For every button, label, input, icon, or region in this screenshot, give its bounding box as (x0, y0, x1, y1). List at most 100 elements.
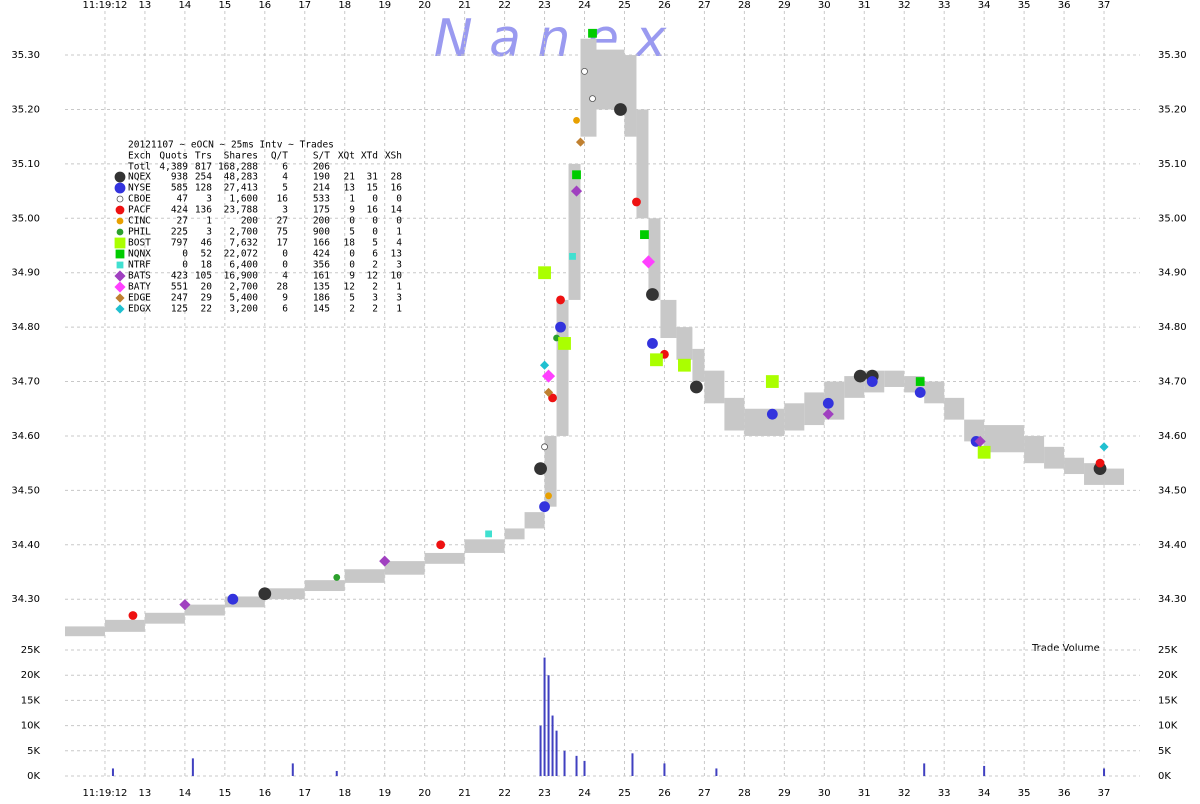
legend-stat: 75 (277, 227, 288, 238)
legend-stat: 145 (313, 304, 330, 315)
y-tick-label: 34.50 (11, 485, 40, 496)
quote-band (580, 38, 597, 137)
trade-marker (485, 530, 493, 538)
x-tick-label: 36 (1058, 0, 1071, 11)
trade-marker (258, 587, 272, 601)
trade-marker (379, 555, 391, 567)
quote-band (692, 348, 705, 382)
legend-stat: 105 (195, 271, 212, 282)
legend-name: NQNX (128, 249, 151, 260)
trade-marker (581, 67, 588, 75)
x-tick-label: 17 (298, 0, 311, 11)
legend-stat: 200 (313, 216, 330, 227)
quote-band (648, 218, 661, 300)
quote-band (596, 49, 625, 110)
legend-total: 6 (282, 162, 288, 173)
quote-band (184, 604, 225, 616)
legend-stat: 0 (372, 227, 378, 238)
trade-marker (573, 116, 580, 124)
legend-stat: 18 (344, 238, 356, 249)
trade-marker (538, 266, 551, 280)
trade-marker (115, 304, 125, 314)
x-tick-label: 36 (1058, 788, 1071, 799)
y-tick-label: 35.20 (1158, 104, 1187, 115)
trade-marker (915, 377, 925, 386)
legend-stat: 31 (367, 172, 379, 183)
legend-stat: 136 (195, 205, 212, 216)
legend-stat: 27,413 (224, 183, 258, 194)
x-tick-label: 34 (978, 788, 991, 799)
legend-stat: 900 (313, 227, 330, 238)
legend-stat: 12 (367, 271, 378, 282)
y-tick-label: 34.40 (11, 540, 40, 551)
trade-marker (647, 338, 658, 349)
x-tick-label: 14 (179, 0, 192, 11)
legend-stat: 3 (206, 227, 212, 238)
quote-band (424, 552, 465, 564)
y-tick-label: 35.20 (11, 104, 40, 115)
legend-stat: 0 (349, 260, 355, 271)
quote-band (924, 381, 945, 404)
legend-stat: 4 (282, 271, 288, 282)
x-tick-label: 13 (139, 0, 152, 11)
quote-band (344, 569, 385, 583)
legend-stat: 2 (349, 304, 355, 315)
trade-marker (575, 137, 586, 147)
legend-stat: 0 (282, 249, 288, 260)
trade-marker (974, 435, 986, 447)
x-tick-label: 11:19:12 (83, 0, 128, 11)
legend-stat: 48,283 (224, 172, 258, 183)
quote-band (1064, 457, 1085, 475)
quote-band (784, 403, 805, 431)
x-tick-label: 30 (818, 0, 831, 11)
trade-marker (646, 288, 659, 301)
x-tick-label: 23 (538, 788, 551, 799)
y-tick-label: 35.30 (1158, 50, 1187, 61)
y-tick-label: 10K (1158, 721, 1178, 732)
legend-name: NQEX (128, 172, 151, 183)
quote-band (944, 397, 965, 420)
trade-marker (548, 393, 557, 403)
legend-stat: 585 (171, 183, 188, 194)
x-tick-label: 29 (778, 0, 791, 11)
legend-name: CBOE (128, 194, 151, 205)
legend-stat: 128 (195, 183, 212, 194)
legend-stat: 247 (171, 293, 188, 304)
trade-marker (866, 376, 878, 387)
y-tick-label: 34.90 (11, 268, 40, 279)
x-tick-label: 16 (258, 788, 271, 799)
legend-stat: 5,400 (229, 293, 258, 304)
legend-header: XTd (361, 151, 378, 162)
quote-band (104, 619, 145, 632)
x-tick-label: 33 (938, 0, 951, 11)
x-tick-label: 16 (258, 0, 271, 11)
x-tick-label: 37 (1098, 0, 1111, 11)
legend-name: NTRF (128, 260, 151, 271)
legend-stat: 27 (277, 216, 288, 227)
volume-bar (1103, 768, 1106, 776)
y-tick-label: 34.40 (1158, 540, 1187, 551)
x-tick-label: 19 (378, 0, 391, 11)
y-tick-label: 34.30 (11, 594, 40, 605)
legend-stat: 16 (367, 205, 379, 216)
legend-stat: 12 (344, 282, 355, 293)
legend-stat: 47 (177, 194, 188, 205)
trade-marker (556, 295, 565, 305)
quote-band (224, 596, 265, 608)
x-tick-label: 32 (898, 788, 911, 799)
legend-stat: 4 (396, 238, 402, 249)
legend-stat: 254 (195, 172, 212, 183)
volume-bar (983, 765, 986, 776)
legend-name: PHIL (128, 227, 151, 238)
trade-marker (569, 252, 576, 260)
volume-bar (291, 763, 294, 776)
legend-stat: 551 (171, 282, 188, 293)
y-tick-label: 15K (21, 695, 41, 706)
legend-stat: 3 (282, 205, 288, 216)
legend-stat: 356 (313, 260, 330, 271)
legend-stat: 424 (313, 249, 330, 260)
trade-marker (822, 397, 834, 409)
